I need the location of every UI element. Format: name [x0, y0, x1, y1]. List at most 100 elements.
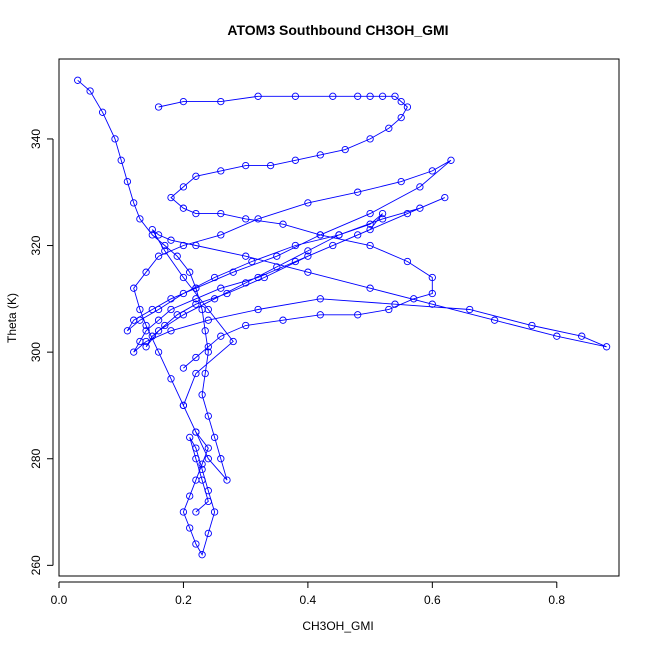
- data-point: [217, 209, 225, 218]
- data-point: [142, 343, 150, 351]
- data-point: [304, 268, 312, 276]
- data-point: [316, 151, 324, 159]
- data-point: [74, 76, 82, 84]
- data-point: [204, 529, 212, 538]
- data-point: [223, 476, 231, 484]
- data-point: [154, 252, 163, 260]
- series-line: [77, 79, 607, 556]
- data-point: [204, 305, 212, 314]
- data-point: [192, 508, 200, 516]
- data-point: [201, 327, 209, 335]
- series-layer: [74, 76, 611, 559]
- data-point: [441, 193, 449, 202]
- data-point: [254, 92, 262, 100]
- data-point: [167, 193, 175, 202]
- data-point: [385, 305, 393, 314]
- data-point: [111, 135, 119, 143]
- data-point: [354, 231, 362, 239]
- data-point: [291, 257, 300, 266]
- data-point: [366, 92, 374, 100]
- data-point: [192, 540, 200, 548]
- data-point: [210, 508, 219, 516]
- data-point: [142, 327, 150, 335]
- data-point: [291, 156, 300, 164]
- data-point: [186, 492, 194, 500]
- data-point: [192, 241, 200, 250]
- x-tick-label: 0.2: [175, 593, 192, 607]
- data-point: [179, 97, 188, 106]
- data-point: [304, 199, 312, 207]
- data-point: [378, 92, 387, 100]
- data-point: [335, 231, 343, 239]
- data-point: [173, 252, 181, 260]
- data-point: [366, 209, 374, 218]
- data-point: [198, 551, 206, 559]
- x-axis-label: CH3OH_GMI: [302, 619, 373, 633]
- data-point: [354, 311, 362, 319]
- data-point: [354, 188, 362, 196]
- data-point: [136, 305, 144, 314]
- data-point: [279, 220, 287, 228]
- data-point: [397, 97, 405, 106]
- data-point: [161, 321, 169, 330]
- data-point: [366, 241, 374, 250]
- data-point: [354, 92, 362, 100]
- data-point: [242, 161, 250, 170]
- data-point: [167, 375, 175, 383]
- data-point: [154, 327, 163, 335]
- y-axis: 260 280 300 320 340: [29, 129, 54, 575]
- data-point: [403, 103, 412, 111]
- data-point: [198, 476, 206, 484]
- data-point: [266, 161, 275, 170]
- data-point: [341, 145, 349, 154]
- data-point: [242, 252, 250, 260]
- data-point: [242, 321, 250, 330]
- data-point: [204, 348, 212, 356]
- data-point: [142, 337, 150, 346]
- data-point: [217, 332, 225, 340]
- data-point: [428, 289, 436, 298]
- data-point: [578, 332, 586, 340]
- data-point: [248, 257, 256, 266]
- x-tick-label: 0.8: [548, 593, 565, 607]
- data-point: [179, 508, 188, 516]
- data-point: [154, 316, 163, 324]
- data-point: [410, 295, 418, 303]
- data-point: [98, 108, 107, 116]
- data-point: [179, 289, 188, 298]
- data-point: [192, 209, 200, 218]
- data-point: [304, 247, 312, 255]
- data-point: [192, 172, 200, 180]
- data-point: [192, 353, 200, 362]
- data-point: [490, 316, 499, 324]
- data-point: [428, 273, 436, 282]
- data-point: [291, 241, 300, 250]
- data-point: [428, 300, 436, 308]
- data-point: [154, 231, 163, 239]
- data-point: [161, 241, 169, 250]
- data-point: [130, 284, 138, 292]
- data-point: [316, 231, 324, 239]
- data-point: [528, 321, 536, 330]
- data-point: [602, 343, 611, 351]
- y-tick-label: 340: [29, 129, 43, 149]
- data-point: [397, 113, 405, 122]
- data-point: [366, 135, 374, 143]
- data-point: [154, 103, 163, 111]
- data-point: [316, 311, 324, 319]
- data-point: [167, 305, 175, 314]
- data-point: [416, 204, 424, 212]
- data-point: [217, 97, 225, 106]
- data-point: [186, 433, 194, 442]
- data-point: [242, 215, 250, 223]
- data-point: [391, 92, 399, 100]
- data-point: [217, 455, 225, 463]
- data-point: [254, 273, 262, 282]
- data-point: [179, 364, 188, 372]
- data-point: [136, 316, 144, 324]
- data-point: [403, 257, 412, 266]
- data-point: [179, 241, 188, 250]
- data-point: [130, 199, 138, 207]
- data-point: [192, 455, 200, 463]
- data-point: [204, 444, 212, 452]
